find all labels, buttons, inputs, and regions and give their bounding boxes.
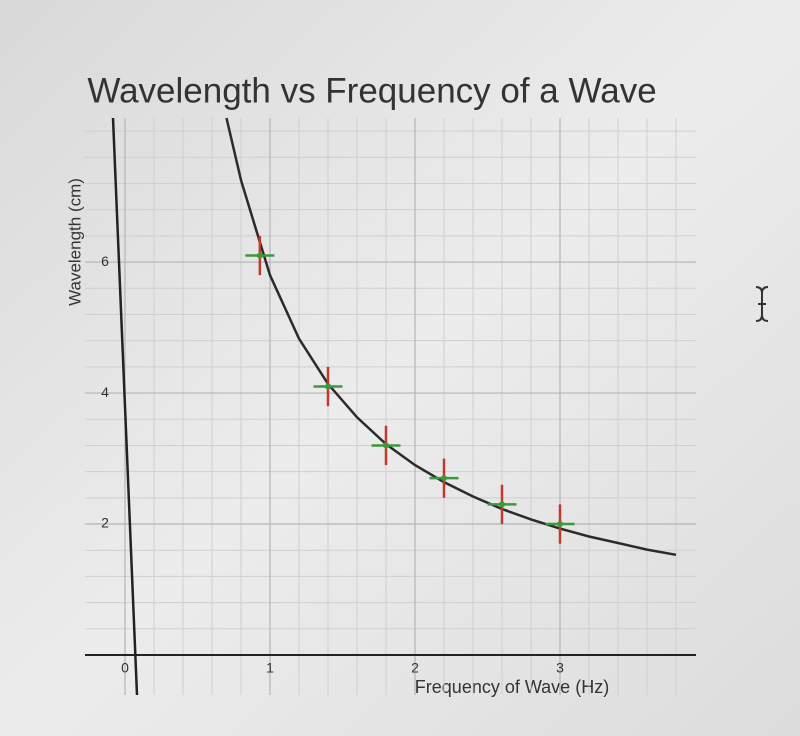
- y-tick-label: 4: [101, 384, 109, 400]
- x-tick-label: 3: [556, 660, 564, 676]
- data-point: [441, 475, 447, 482]
- x-tick-label: 2: [411, 660, 419, 676]
- data-point: [557, 521, 563, 528]
- y-tick-label: 6: [101, 253, 109, 269]
- y-axis-label: Wavelength (cm): [65, 178, 84, 306]
- y-axis: [111, 117, 139, 696]
- data-point: [256, 252, 263, 259]
- data-point: [325, 383, 331, 390]
- x-tick-label: 1: [266, 660, 274, 676]
- data-point: [499, 501, 505, 508]
- data-point: [383, 442, 389, 449]
- chart-title: Wavelength vs Frequency of a Wave: [87, 71, 656, 110]
- y-tick-label: 2: [101, 515, 109, 531]
- text-cursor-icon: [755, 286, 769, 322]
- x-tick-label: 0: [121, 660, 129, 676]
